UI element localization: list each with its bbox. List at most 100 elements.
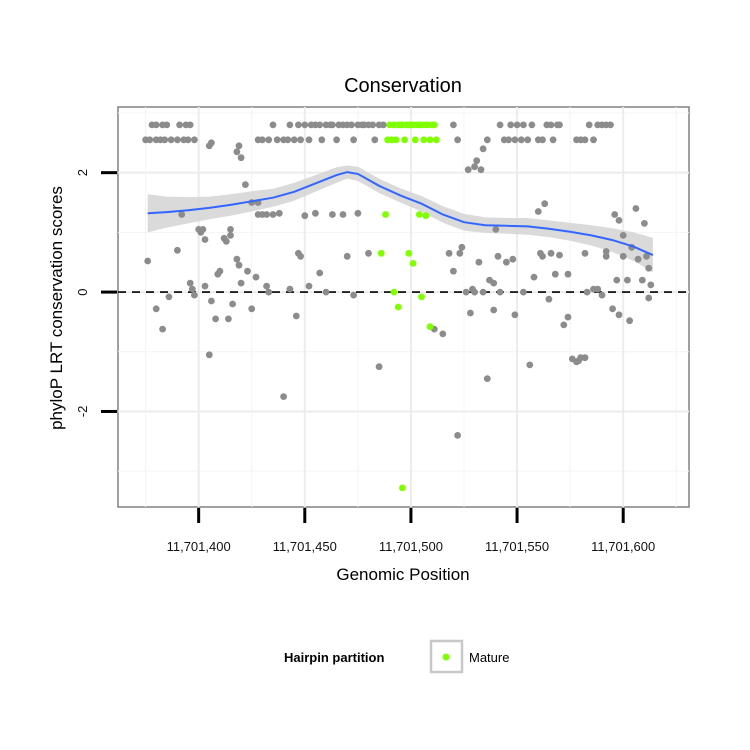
data-point — [490, 306, 498, 314]
data-point — [496, 288, 504, 296]
data-point — [615, 217, 623, 224]
data-point — [615, 311, 623, 319]
data-point — [585, 121, 593, 129]
data-point — [607, 121, 614, 129]
y-axis-ticks: -2 0 2 — [75, 169, 117, 417]
data-point — [541, 200, 549, 208]
data-point — [227, 226, 234, 233]
data-point — [645, 294, 653, 302]
legend-key-mature — [442, 653, 450, 661]
data-point — [152, 121, 160, 129]
x-tick-label: 11,701,550 — [485, 539, 549, 554]
data-point — [581, 136, 589, 144]
series-other — [142, 121, 655, 439]
data-point — [475, 258, 483, 266]
data-point — [390, 288, 398, 296]
data-point — [316, 121, 324, 129]
data-point — [528, 121, 536, 129]
data-point — [191, 136, 198, 144]
data-point — [237, 279, 245, 287]
data-point — [263, 211, 270, 218]
data-point — [399, 484, 406, 492]
data-point — [551, 270, 559, 278]
data-point — [422, 212, 430, 220]
data-point — [426, 323, 434, 331]
data-point — [244, 267, 251, 275]
data-point — [496, 121, 504, 129]
data-point — [420, 136, 428, 144]
data-point — [273, 136, 281, 144]
data-point — [439, 330, 447, 338]
data-point — [454, 432, 461, 439]
data-point — [560, 321, 568, 329]
data-point — [524, 136, 532, 144]
data-point — [473, 157, 481, 165]
data-point — [511, 311, 519, 319]
data-point — [284, 136, 292, 144]
data-point — [401, 136, 408, 144]
data-point — [265, 288, 273, 296]
data-point — [205, 351, 213, 359]
x-tick-label: 11,701,450 — [273, 539, 337, 554]
confidence-band-area — [147, 165, 653, 273]
data-point — [490, 279, 498, 287]
data-point — [377, 249, 385, 257]
data-point — [545, 295, 553, 303]
data-point — [456, 249, 464, 257]
x-tick-label: 11,701,600 — [591, 539, 655, 554]
data-point — [643, 252, 650, 260]
data-point — [583, 288, 591, 296]
data-point — [199, 226, 207, 233]
data-point — [547, 249, 555, 257]
data-point — [564, 270, 572, 278]
data-point — [316, 269, 324, 277]
data-point — [375, 363, 383, 371]
data-point — [369, 121, 377, 129]
data-point — [286, 285, 294, 293]
data-point — [479, 288, 487, 296]
data-point — [539, 252, 546, 260]
legend-title: Hairpin partition — [284, 650, 384, 665]
data-point — [511, 136, 519, 144]
data-point — [624, 276, 631, 284]
data-point — [520, 288, 527, 296]
legend: Hairpin partition Mature — [284, 639, 509, 674]
data-point — [530, 273, 538, 281]
data-point — [505, 136, 512, 144]
data-point — [339, 211, 347, 218]
data-point — [418, 293, 425, 301]
data-point — [454, 136, 461, 144]
data-point — [483, 136, 491, 144]
data-point — [534, 208, 542, 215]
data-point — [222, 237, 230, 245]
data-point — [263, 282, 270, 290]
data-point — [445, 249, 453, 257]
data-point — [492, 226, 500, 233]
data-point — [513, 121, 521, 129]
data-point — [394, 303, 402, 311]
data-point — [494, 252, 502, 260]
data-point — [405, 249, 413, 257]
data-point — [305, 282, 313, 290]
data-point — [305, 136, 313, 144]
data-point — [479, 145, 487, 153]
data-point — [619, 252, 627, 260]
data-point — [275, 209, 283, 217]
data-point — [178, 211, 186, 218]
data-point — [382, 211, 389, 218]
data-point — [186, 121, 194, 129]
data-point — [152, 305, 160, 313]
data-point — [301, 121, 309, 129]
data-point — [354, 209, 362, 217]
data-point — [641, 220, 648, 227]
data-point — [379, 121, 387, 129]
data-point — [539, 136, 546, 144]
data-point — [471, 288, 478, 296]
data-point — [233, 255, 241, 263]
data-point — [161, 136, 169, 144]
data-point — [174, 246, 181, 254]
data-point — [549, 136, 557, 144]
data-point — [297, 136, 304, 144]
data-point — [292, 312, 300, 320]
